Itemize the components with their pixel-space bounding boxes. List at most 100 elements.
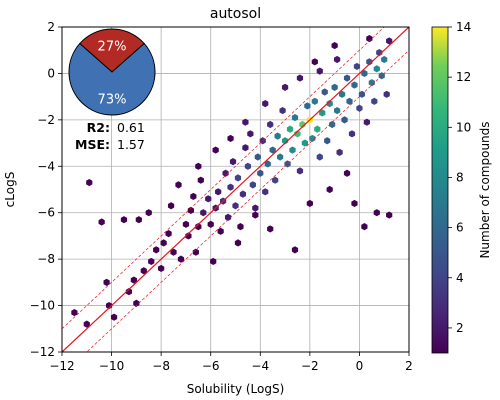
y-tick-label: −4 [37,159,55,173]
hexbin-cell [242,118,249,126]
hexbin-cell [86,178,93,187]
hexbin-cell [170,248,177,256]
hexbin-cell [227,183,234,191]
pie-slice-label: 73% [98,93,127,108]
hexbin-cell [383,90,390,98]
hexbin-cell [316,153,323,161]
hexbin-cell [277,153,284,161]
hexbin-cell [135,216,142,224]
x-tick-label: −4 [251,359,269,373]
colorbar-tick-label: 8 [456,170,464,184]
x-tick-label: 2 [405,359,413,373]
hexbin-cell [361,69,368,78]
hexbin-cell [311,97,318,105]
hexbin-cell [346,97,353,105]
hexbin-cell [195,162,202,170]
hexbin-cell [153,246,160,254]
hexbin-cell [252,204,259,212]
hexbin-cell [237,223,244,231]
hexbin-cell [301,139,309,147]
y-tick-label: −8 [37,252,55,266]
colorbar-tick-label: 14 [456,20,471,34]
hexbin-cell [279,106,286,115]
hexbin-cell [341,116,348,124]
hexbin-cell [343,74,351,82]
hexbin-cell [336,148,343,156]
hexbin-cell [319,109,326,117]
hexbin-cell [343,169,351,177]
hexbin-cell [262,100,269,108]
hexbin-cell [148,257,155,266]
plot-area: −12 −10 −8 −6 −4 −2 0 2 −12 −10 −8 −6 −4 −2 0 2 [30,20,413,373]
hexbin-cell [257,169,264,177]
hexbin-cell [291,246,299,254]
y-tick-label: −6 [37,206,55,220]
hexbin-cell [254,153,261,161]
upper-band-line [62,27,385,330]
y-tick-label: 2 [47,20,55,34]
metric-mse-value: 1.57 [117,137,145,152]
hexbin-cell [306,199,313,208]
hexbin-cell [314,125,321,133]
hexbin-cell [195,223,202,231]
hexbin-cell [329,120,336,129]
x-tick-label: −10 [99,359,124,373]
pie-slice [79,28,145,73]
hexbin-cell [334,55,341,64]
hexbin-cell [348,130,356,138]
hexbin-cell [371,97,378,105]
hexbin-cell [366,35,373,43]
hexbin-cell [386,37,393,45]
hexbin-cell [133,299,140,307]
metrics-box: R2: 0.61 MSE: 1.57 [75,120,145,152]
hexbin-cell [281,83,289,91]
identity-line [62,27,409,352]
hexbin-cell [366,58,373,66]
hexbin-cell [361,223,368,231]
hexbin-cell [351,199,358,208]
hexbin-cell [165,230,172,238]
hexbin-cell [71,308,78,317]
hexbin-cell [207,220,214,228]
hexbin-cell [286,125,294,133]
hexbin-cell [351,81,358,89]
chart-title: autosol [210,6,261,22]
hexbin-cell [205,195,212,203]
hexbin-cells [71,35,393,328]
metric-r2-value: 0.61 [117,120,145,135]
pie-slice-label: 27% [98,39,127,54]
y-axis-label: cLogS [3,172,17,208]
hexbin-cell [373,65,380,73]
hexbin-cell [334,106,341,115]
colorbar-tick-label: 4 [456,271,464,285]
hexbin-cell [234,174,242,182]
hexbin-cell [363,118,370,126]
hexbin-cell [331,41,338,50]
hexbin-cell [368,79,375,87]
hexbin-cell [217,227,224,235]
hexbin-cell [386,211,393,219]
y-tick-label: 0 [47,66,55,80]
hexbin-cell [212,146,219,154]
hexbin-cell [321,88,328,96]
x-tick-label: 0 [356,359,364,373]
x-tick-label: −8 [152,359,170,373]
hexbin-cell [338,90,346,98]
hexbin-cell [187,206,194,214]
hexbin-cell [224,213,232,221]
hexbin-cell [376,48,383,57]
colorbar: 2 4 6 8 10 12 14 Number of compounds [431,20,492,354]
y-tick-label: −2 [37,113,55,127]
hexbin-cell [83,320,90,328]
axes-frame [61,26,410,353]
hexbin-cell [227,134,234,143]
hexbin-cell [281,137,289,145]
hexbin-cell [197,176,204,184]
hexbin-cell [252,211,259,219]
hexbin-cell [272,176,279,184]
colorbar-tick-label: 2 [456,321,464,335]
hexbin-cell [125,288,133,296]
colorbar-label: Number of compounds [478,121,492,258]
hexbin-cell [98,218,105,226]
